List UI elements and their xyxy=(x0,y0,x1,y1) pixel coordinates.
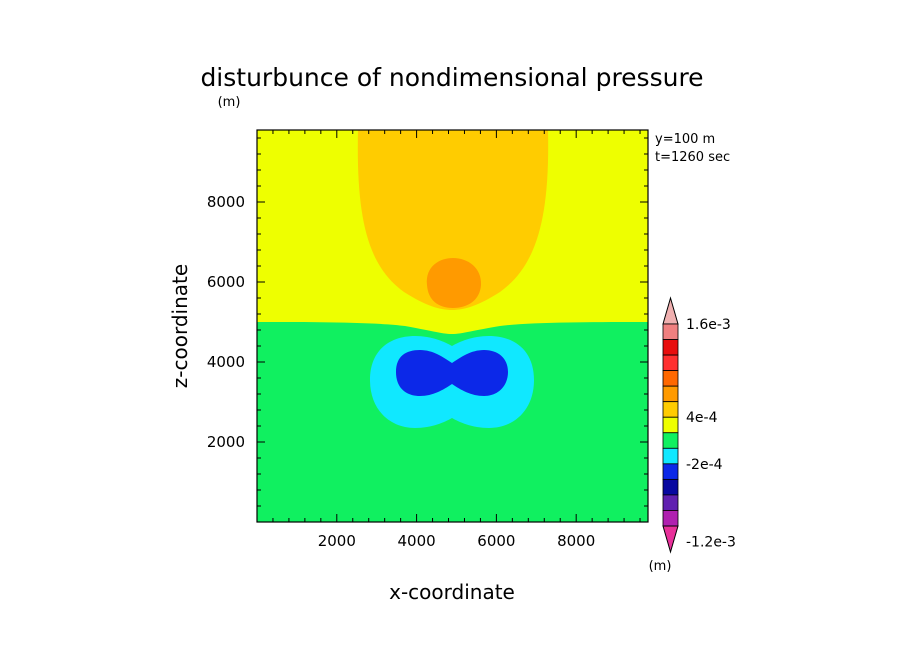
x-tick-label: 2000 xyxy=(318,532,356,550)
colorbar-segment xyxy=(662,432,679,449)
y-tick-labels: 2000 4000 6000 8000 xyxy=(207,193,245,451)
x-tick-labels: 2000 4000 6000 8000 xyxy=(318,532,596,550)
y-tick-label: 8000 xyxy=(207,193,245,211)
colorbar-segment xyxy=(662,323,679,340)
y-tick-label: 4000 xyxy=(207,353,245,371)
y-tick-label: 6000 xyxy=(207,273,245,291)
x-tick-label: 8000 xyxy=(557,532,595,550)
region-upper-plume xyxy=(357,130,549,310)
axis-ticks xyxy=(257,130,648,522)
chart-title: disturbunce of nondimensional pressure xyxy=(200,63,703,92)
colorbar xyxy=(662,296,679,554)
annotation-y-position: y=100 m xyxy=(655,132,715,147)
plot-frame xyxy=(256,129,649,523)
colorbar-segment xyxy=(662,385,679,403)
colorbar-segment xyxy=(662,478,679,496)
y-tick-label: 2000 xyxy=(207,433,245,451)
y-unit-label: (m) xyxy=(218,95,241,110)
colorbar-segment xyxy=(662,463,679,480)
colorbar-label: 1.6e-3 xyxy=(686,317,731,333)
colorbar-labels: 1.6e-3 4e-4 -2e-4 -1.2e-3 xyxy=(686,317,736,551)
colorbar-segment xyxy=(662,494,679,511)
region-upper-core xyxy=(426,258,482,308)
colorbar-label: -2e-4 xyxy=(686,457,723,473)
y-axis-label: z-coordinate xyxy=(168,264,192,388)
x-tick-label: 4000 xyxy=(397,532,435,550)
region-lower-core xyxy=(396,350,508,396)
colorbar-segment xyxy=(662,370,679,387)
colorbar-label: -1.2e-3 xyxy=(686,535,736,551)
colorbar-label: 4e-4 xyxy=(686,410,718,426)
contour-fill xyxy=(257,130,648,522)
colorbar-extend-top xyxy=(662,296,679,325)
annotation-time: t=1260 sec xyxy=(655,150,730,165)
colorbar-segment xyxy=(662,401,679,418)
colorbar-unit-label: (m) xyxy=(649,559,672,574)
colorbar-segment xyxy=(662,510,679,527)
colorbar-segment xyxy=(662,339,679,356)
x-tick-label: 6000 xyxy=(477,532,515,550)
colorbar-extend-bottom xyxy=(662,525,679,554)
x-axis-label: x-coordinate xyxy=(389,580,515,604)
colorbar-segment xyxy=(662,354,679,372)
colorbar-segment xyxy=(662,447,679,465)
colorbar-segment xyxy=(662,416,679,434)
